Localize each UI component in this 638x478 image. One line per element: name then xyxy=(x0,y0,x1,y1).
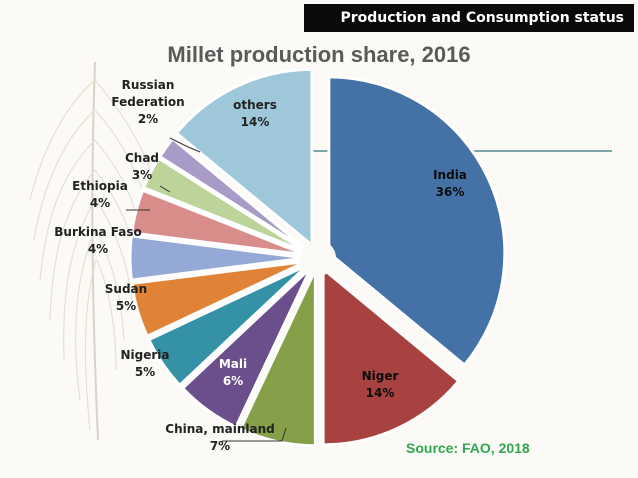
pie-slice-niger xyxy=(321,265,461,447)
slice-label-nigeria: Nigeria 5% xyxy=(120,348,169,379)
pie-slice-india xyxy=(327,75,507,368)
leader-line xyxy=(222,427,287,442)
slice-label-mali: Mali 6% xyxy=(219,357,247,388)
pie-slice-burkina-faso xyxy=(128,234,307,282)
chart-title: Millet production share, 2016 xyxy=(167,42,471,67)
slice-label-india: India 36% xyxy=(433,168,467,199)
pie-slice-russian-federation xyxy=(157,136,310,253)
slice-label-others: others 14% xyxy=(233,98,277,129)
slice-label-niger: Niger 14% xyxy=(362,369,399,400)
pie-center-gap xyxy=(300,240,336,276)
pie-slice-nigeria xyxy=(146,263,310,388)
pie-slice-others xyxy=(174,67,314,249)
pie-slice-chad xyxy=(141,156,309,254)
slice-label-chad: Chad 3% xyxy=(125,151,159,182)
source-note: Source: FAO, 2018 xyxy=(406,440,530,456)
slice-label-russian-federation: Russian Federation 2% xyxy=(111,78,184,126)
leader-line xyxy=(159,185,171,193)
slice-label-china-mainland: China, mainland 7% xyxy=(165,422,274,453)
banner: Production and Consumption status xyxy=(304,4,634,32)
slice-label-ethiopia: Ethiopia 4% xyxy=(72,179,128,210)
leader-line xyxy=(169,137,201,153)
pie-slice-sudan xyxy=(130,259,308,339)
slice-label-burkina-faso: Burkina Faso 4% xyxy=(54,225,142,256)
slice-label-sudan: Sudan 5% xyxy=(105,282,147,313)
pie-slice-ethiopia xyxy=(130,188,307,257)
pie-slice-mali xyxy=(180,266,313,429)
feather-illustration xyxy=(29,61,151,441)
